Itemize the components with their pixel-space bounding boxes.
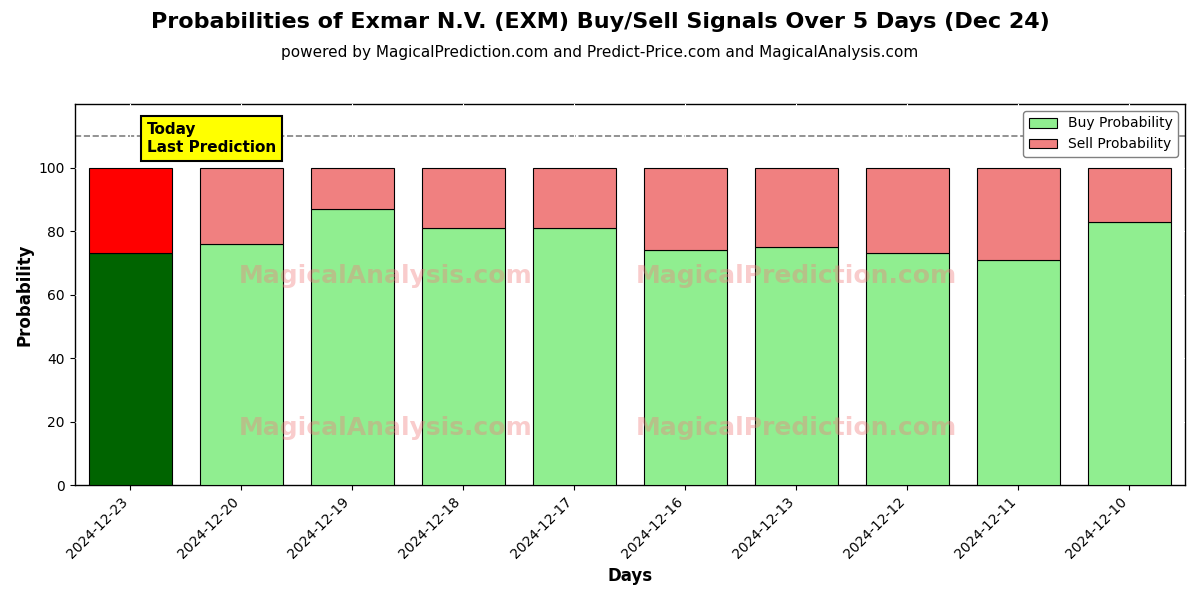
- Text: MagicalAnalysis.com: MagicalAnalysis.com: [239, 416, 533, 440]
- Text: MagicalPrediction.com: MagicalPrediction.com: [636, 416, 958, 440]
- Text: MagicalAnalysis.com: MagicalAnalysis.com: [239, 263, 533, 287]
- Text: MagicalPrediction.com: MagicalPrediction.com: [636, 263, 958, 287]
- Bar: [311, 209, 394, 485]
- Bar: [89, 167, 172, 253]
- X-axis label: Days: Days: [607, 567, 653, 585]
- Bar: [421, 228, 505, 485]
- Bar: [533, 167, 616, 228]
- Bar: [199, 244, 283, 485]
- Bar: [421, 167, 505, 228]
- Bar: [865, 167, 949, 253]
- Bar: [89, 253, 172, 485]
- Bar: [977, 260, 1060, 485]
- Bar: [311, 167, 394, 209]
- Bar: [643, 250, 727, 485]
- Bar: [1088, 167, 1171, 221]
- Legend: Buy Probability, Sell Probability: Buy Probability, Sell Probability: [1024, 111, 1178, 157]
- Bar: [977, 167, 1060, 260]
- Bar: [1088, 221, 1171, 485]
- Y-axis label: Probability: Probability: [16, 244, 34, 346]
- Bar: [755, 167, 838, 247]
- Text: Probabilities of Exmar N.V. (EXM) Buy/Sell Signals Over 5 Days (Dec 24): Probabilities of Exmar N.V. (EXM) Buy/Se…: [151, 12, 1049, 32]
- Bar: [865, 253, 949, 485]
- Text: powered by MagicalPrediction.com and Predict-Price.com and MagicalAnalysis.com: powered by MagicalPrediction.com and Pre…: [281, 45, 919, 60]
- Bar: [643, 167, 727, 250]
- Bar: [755, 247, 838, 485]
- Bar: [533, 228, 616, 485]
- Bar: [199, 167, 283, 244]
- Text: Today
Last Prediction: Today Last Prediction: [146, 122, 276, 155]
